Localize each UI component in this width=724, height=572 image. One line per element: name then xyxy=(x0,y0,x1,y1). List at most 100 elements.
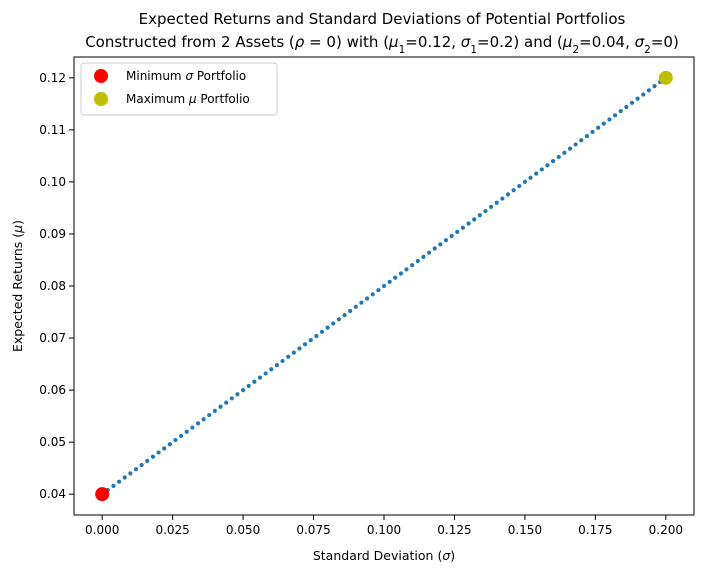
frontier-point xyxy=(156,450,161,455)
frontier-point xyxy=(432,246,437,251)
frontier-point xyxy=(483,208,488,214)
frontier-point xyxy=(145,458,150,463)
frontier-point xyxy=(370,292,375,297)
legend-box xyxy=(80,62,278,116)
frontier-point xyxy=(562,150,567,155)
frontier-point xyxy=(550,158,556,164)
frontier-point xyxy=(353,304,358,309)
frontier-point xyxy=(336,317,342,322)
frontier-point xyxy=(286,354,291,359)
frontier-point xyxy=(635,96,640,101)
frontier-series xyxy=(100,75,668,497)
frontier-point xyxy=(133,467,139,472)
highlight-points xyxy=(95,70,673,502)
frontier-point xyxy=(376,288,381,293)
legend-marker xyxy=(94,69,108,83)
frontier-point xyxy=(364,296,370,301)
frontier-point xyxy=(477,213,482,218)
frontier-point xyxy=(348,308,353,314)
y-tick-label: 0.09 xyxy=(39,227,66,241)
frontier-point xyxy=(455,229,460,234)
frontier-point xyxy=(218,404,223,409)
highlight-point xyxy=(95,487,110,502)
frontier-point xyxy=(314,333,319,339)
frontier-point xyxy=(573,142,578,147)
frontier-point xyxy=(150,454,156,459)
frontier-point xyxy=(466,221,471,226)
frontier-point xyxy=(494,200,499,205)
frontier-point xyxy=(567,146,573,151)
frontier-point xyxy=(629,100,635,105)
frontier-point xyxy=(387,279,392,284)
frontier-point xyxy=(443,238,449,243)
y-tick-label: 0.11 xyxy=(39,123,66,137)
frontier-point xyxy=(229,396,234,401)
frontier-point xyxy=(607,117,612,122)
frontier-point xyxy=(590,129,595,135)
y-tick-label: 0.10 xyxy=(39,175,66,189)
y-tick-label: 0.07 xyxy=(39,331,66,345)
y-tick-label: 0.04 xyxy=(39,487,66,501)
frontier-point xyxy=(505,192,511,197)
y-tick-label: 0.12 xyxy=(39,71,66,85)
frontier-point xyxy=(167,442,172,447)
frontier-point xyxy=(488,204,494,209)
frontier-point xyxy=(511,188,516,193)
frontier-point xyxy=(235,392,240,397)
frontier-point xyxy=(539,167,544,172)
frontier-point xyxy=(224,400,229,405)
frontier-point xyxy=(398,271,404,276)
x-tick-label: 0.100 xyxy=(367,523,401,537)
frontier-point xyxy=(393,275,398,280)
x-tick-label: 0.200 xyxy=(649,523,683,537)
x-tick-label: 0.125 xyxy=(437,523,471,537)
x-tick-label: 0.025 xyxy=(155,523,189,537)
frontier-point xyxy=(601,121,606,126)
frontier-point xyxy=(426,250,432,255)
frontier-point xyxy=(404,267,409,272)
frontier-point xyxy=(534,171,539,176)
legend: Minimum σ Portfolio Maximum μ Portfolio xyxy=(80,62,278,116)
frontier-point xyxy=(246,383,251,389)
frontier-point xyxy=(139,462,144,468)
frontier-point xyxy=(252,379,257,384)
frontier-point xyxy=(381,283,387,289)
chart-title-line-2: Constructed from 2 Assets (ρ = 0) with (… xyxy=(85,33,679,56)
chart-title-line-1: Expected Returns and Standard Deviations… xyxy=(139,10,626,28)
frontier-point xyxy=(460,225,466,230)
frontier-point xyxy=(173,437,178,443)
frontier-point xyxy=(342,313,347,318)
frontier-point xyxy=(579,138,584,143)
frontier-point xyxy=(596,125,601,130)
frontier-point xyxy=(438,242,443,247)
frontier-point xyxy=(612,113,618,118)
frontier-point xyxy=(624,104,629,110)
frontier-point xyxy=(472,217,477,222)
frontier-point xyxy=(291,350,296,355)
frontier-point xyxy=(122,475,127,480)
frontier-point xyxy=(190,425,195,430)
frontier-point xyxy=(111,483,116,488)
frontier-point xyxy=(308,338,313,343)
x-axis-label: Standard Deviation (σ) xyxy=(313,548,455,563)
frontier-point xyxy=(618,109,623,114)
frontier-point xyxy=(359,300,364,305)
legend-entry: Minimum σ Portfolio xyxy=(126,69,246,83)
legend-marker xyxy=(94,92,108,106)
frontier-point xyxy=(201,417,206,422)
frontier-point xyxy=(641,92,646,97)
x-tick-label: 0.150 xyxy=(508,523,542,537)
frontier-point xyxy=(415,258,420,264)
frontier-point xyxy=(207,412,212,418)
legend-entry: Maximum μ Portfolio xyxy=(126,92,250,106)
frontier-point xyxy=(556,154,561,160)
frontier-point xyxy=(517,183,522,189)
frontier-point xyxy=(269,367,274,372)
x-tick-label: 0.050 xyxy=(226,523,260,537)
frontier-point xyxy=(240,387,246,393)
y-tick-label: 0.05 xyxy=(39,435,66,449)
frontier-point xyxy=(331,321,336,326)
frontier-point xyxy=(116,479,122,484)
frontier-point xyxy=(280,358,285,364)
